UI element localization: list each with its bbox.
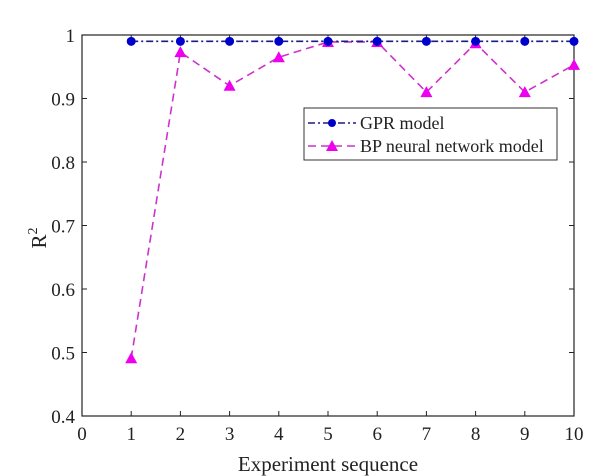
- tick-labels: 0 1 2 3 4 5 6 7 8 9 10 0.4 0.5 0.6 0.7 0.8 0.9 1: [51, 26, 583, 445]
- legend-marker: [326, 140, 338, 151]
- data-point: [125, 352, 138, 364]
- y-tick-label: 1: [66, 26, 76, 47]
- plot-frame: [81, 34, 575, 417]
- data-point: [518, 86, 531, 98]
- x-tick-label: 7: [422, 424, 432, 445]
- data-point: [126, 36, 136, 46]
- svg-text:R2: R2: [26, 227, 51, 248]
- y-tick-label: 0.5: [51, 344, 75, 365]
- data-point: [569, 36, 579, 46]
- series-gpr: [126, 36, 579, 46]
- series-bp: [125, 35, 580, 364]
- legend-label: GPR model: [360, 113, 445, 133]
- data-point: [568, 58, 580, 70]
- data-point: [421, 36, 431, 46]
- x-tick-label: 6: [372, 424, 382, 445]
- data-point: [274, 36, 284, 46]
- series-layer: [125, 35, 580, 364]
- legend-item: BP neural network model: [308, 136, 544, 156]
- x-tick-label: 10: [565, 424, 584, 445]
- legend-label: BP neural network model: [360, 136, 544, 156]
- y-axis-label-superscript: 2: [26, 227, 41, 234]
- x-tick-label: 8: [471, 424, 481, 445]
- data-point: [471, 36, 481, 46]
- data-point: [520, 36, 530, 46]
- y-axis-label-main: R: [27, 234, 51, 248]
- y-tick-label: 0.4: [51, 407, 75, 428]
- x-tick-label: 3: [225, 424, 235, 445]
- legend: GPR model BP neural network model: [303, 107, 558, 161]
- legend-box: [303, 107, 558, 161]
- y-tick-label: 0.9: [51, 90, 75, 111]
- legend-item: GPR model: [308, 113, 445, 133]
- x-tick-label: 9: [520, 424, 530, 445]
- data-point: [372, 36, 382, 46]
- data-point: [223, 79, 236, 91]
- y-axis-label: R2: [26, 227, 51, 248]
- data-point: [420, 86, 433, 98]
- data-point: [272, 51, 285, 63]
- x-axis-label: Experiment sequence: [238, 452, 418, 476]
- data-point: [174, 46, 187, 58]
- data-point: [175, 36, 185, 46]
- x-tick-label: 1: [126, 424, 136, 445]
- legend-marker: [328, 119, 336, 127]
- series-line: [130, 41, 575, 359]
- y-tick-label: 0.8: [51, 153, 75, 174]
- data-point: [225, 36, 235, 46]
- x-tick-label: 0: [77, 424, 87, 445]
- axes: [81, 34, 575, 417]
- data-point: [323, 36, 333, 46]
- y-tick-label: 0.7: [51, 217, 75, 238]
- x-tick-label: 2: [176, 424, 186, 445]
- x-tick-label: 5: [323, 424, 333, 445]
- y-tick-label: 0.6: [51, 280, 75, 301]
- x-tick-label: 4: [274, 424, 284, 445]
